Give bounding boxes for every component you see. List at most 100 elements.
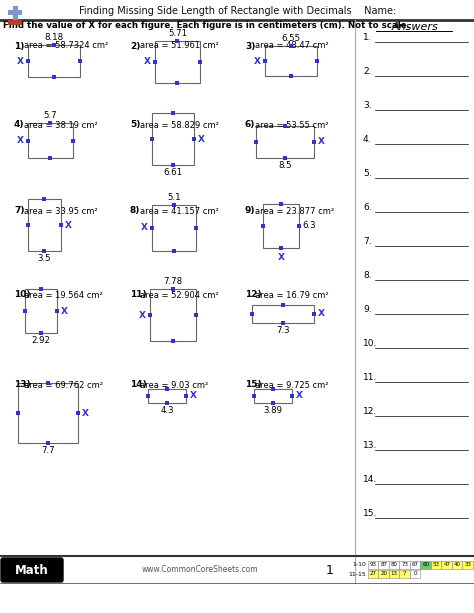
Text: 14.: 14. bbox=[363, 474, 377, 484]
Text: 6.61: 6.61 bbox=[164, 168, 182, 177]
Text: 87: 87 bbox=[380, 562, 387, 567]
Text: 7: 7 bbox=[403, 571, 407, 576]
Text: 13: 13 bbox=[391, 571, 398, 576]
Bar bbox=[148, 389, 186, 403]
Text: X: X bbox=[318, 310, 325, 319]
Text: 15): 15) bbox=[245, 381, 262, 389]
Text: 6.55: 6.55 bbox=[282, 34, 301, 43]
Text: 5.71: 5.71 bbox=[168, 29, 187, 38]
Text: 9): 9) bbox=[245, 207, 255, 216]
Text: 5.7: 5.7 bbox=[44, 111, 57, 120]
Text: area = 16.79 cm²: area = 16.79 cm² bbox=[255, 291, 328, 300]
Bar bbox=[441, 560, 452, 569]
Text: 4.: 4. bbox=[363, 134, 372, 143]
Text: area = 51.961 cm²: area = 51.961 cm² bbox=[140, 42, 219, 50]
Text: 27: 27 bbox=[370, 571, 377, 576]
Text: 12): 12) bbox=[245, 291, 262, 300]
Text: area = 9.725 cm²: area = 9.725 cm² bbox=[255, 381, 328, 389]
Text: Math: Math bbox=[15, 563, 49, 576]
Text: 8.5: 8.5 bbox=[278, 161, 292, 170]
Text: 4.3: 4.3 bbox=[160, 406, 174, 415]
Text: 13): 13) bbox=[14, 381, 31, 389]
Text: area = 48.47 cm²: area = 48.47 cm² bbox=[255, 42, 328, 50]
Text: 2.: 2. bbox=[363, 66, 372, 75]
Text: 4): 4) bbox=[14, 121, 25, 129]
Text: 1-10: 1-10 bbox=[352, 562, 366, 566]
Bar bbox=[155, 41, 200, 83]
Text: 7.78: 7.78 bbox=[164, 277, 182, 286]
Bar bbox=[420, 560, 431, 569]
Text: X: X bbox=[61, 306, 68, 316]
Text: area = 19.564 cm²: area = 19.564 cm² bbox=[24, 291, 103, 300]
Text: 40: 40 bbox=[454, 562, 461, 567]
Bar bbox=[265, 46, 317, 76]
Text: 11): 11) bbox=[130, 291, 146, 300]
Text: 5.1: 5.1 bbox=[167, 193, 181, 202]
Text: 11.: 11. bbox=[363, 373, 377, 381]
Text: 3.5: 3.5 bbox=[38, 254, 51, 263]
Text: 60: 60 bbox=[422, 562, 429, 567]
Bar bbox=[368, 569, 379, 578]
Text: area = 41.157 cm²: area = 41.157 cm² bbox=[140, 207, 219, 216]
Text: X: X bbox=[296, 392, 303, 400]
Text: 6.: 6. bbox=[363, 202, 372, 211]
Text: 20: 20 bbox=[380, 571, 387, 576]
Text: X: X bbox=[277, 253, 284, 262]
Text: area = 38.19 cm²: area = 38.19 cm² bbox=[24, 121, 98, 129]
Text: 13.: 13. bbox=[363, 441, 377, 449]
Text: area = 58.829 cm²: area = 58.829 cm² bbox=[140, 121, 219, 129]
Bar bbox=[252, 305, 314, 323]
Text: 73: 73 bbox=[401, 562, 408, 567]
Text: X: X bbox=[254, 56, 261, 66]
Bar bbox=[389, 560, 400, 569]
Text: 53: 53 bbox=[433, 562, 440, 567]
Text: 7.7: 7.7 bbox=[41, 446, 55, 455]
Text: 33: 33 bbox=[464, 562, 471, 567]
Text: 10): 10) bbox=[14, 291, 30, 300]
Text: 8.: 8. bbox=[363, 270, 372, 280]
Bar bbox=[452, 560, 463, 569]
Text: area = 23.877 cm²: area = 23.877 cm² bbox=[255, 207, 334, 216]
Text: X: X bbox=[82, 408, 89, 417]
Text: 0: 0 bbox=[413, 571, 417, 576]
Text: 9.: 9. bbox=[363, 305, 372, 313]
Text: www.CommonCoreSheets.com: www.CommonCoreSheets.com bbox=[142, 566, 258, 574]
Text: X: X bbox=[318, 137, 325, 147]
Text: area = 52.904 cm²: area = 52.904 cm² bbox=[140, 291, 219, 300]
Bar bbox=[431, 560, 441, 569]
Bar bbox=[379, 569, 389, 578]
Text: 8.18: 8.18 bbox=[45, 33, 64, 42]
Text: 6): 6) bbox=[245, 121, 255, 129]
Bar bbox=[150, 289, 196, 341]
Text: 47: 47 bbox=[443, 562, 450, 567]
Text: 3): 3) bbox=[245, 42, 255, 50]
Text: X: X bbox=[65, 221, 72, 229]
Bar bbox=[410, 560, 420, 569]
Text: 3.: 3. bbox=[363, 101, 372, 110]
Text: X: X bbox=[141, 224, 148, 232]
Text: Find the value of X for each figure. Each figure is in centimeters (cm). Not to : Find the value of X for each figure. Eac… bbox=[3, 20, 410, 29]
Text: area = 69.762 cm²: area = 69.762 cm² bbox=[24, 381, 103, 389]
Bar bbox=[18, 383, 78, 443]
Text: X: X bbox=[17, 56, 24, 66]
Text: area = 53.55 cm²: area = 53.55 cm² bbox=[255, 121, 328, 129]
Text: area = 9.03 cm²: area = 9.03 cm² bbox=[140, 381, 208, 389]
Text: X: X bbox=[139, 311, 146, 319]
Text: 1: 1 bbox=[326, 563, 334, 576]
Bar bbox=[152, 205, 196, 251]
Bar bbox=[28, 199, 61, 251]
Text: 1): 1) bbox=[14, 42, 24, 50]
Bar bbox=[410, 569, 420, 578]
FancyBboxPatch shape bbox=[1, 558, 63, 582]
Bar bbox=[28, 45, 80, 77]
Text: Answers: Answers bbox=[391, 22, 438, 32]
Text: 15.: 15. bbox=[363, 509, 377, 517]
Text: 14): 14) bbox=[130, 381, 147, 389]
Bar bbox=[400, 569, 410, 578]
Text: 2.92: 2.92 bbox=[31, 336, 51, 345]
Bar bbox=[389, 569, 400, 578]
Text: 6.3: 6.3 bbox=[302, 221, 316, 230]
Bar bbox=[25, 289, 57, 333]
Bar bbox=[368, 560, 379, 569]
Text: 5.: 5. bbox=[363, 169, 372, 178]
